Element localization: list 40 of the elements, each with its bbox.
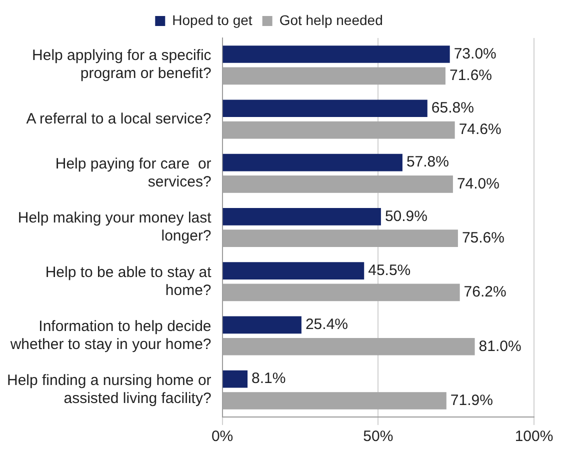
data-label: 73.0% xyxy=(454,45,496,62)
bar xyxy=(222,230,458,247)
bar xyxy=(222,100,428,118)
bar xyxy=(222,370,248,388)
y-tick-label: Help paying for care or services? xyxy=(55,156,212,190)
y-tick-label: Help to be able to stay at home? xyxy=(45,264,212,299)
data-label: 45.5% xyxy=(368,262,411,279)
bar xyxy=(222,121,455,139)
bar xyxy=(222,338,475,356)
bar xyxy=(222,262,364,280)
data-label: 76.2% xyxy=(464,284,506,301)
bar xyxy=(222,154,402,172)
x-tick-label: 0% xyxy=(211,428,234,446)
bar xyxy=(222,208,381,226)
data-label: 57.8% xyxy=(406,154,450,171)
bar xyxy=(222,392,446,410)
data-label: 50.9% xyxy=(384,208,428,225)
bar xyxy=(222,284,460,302)
legend-label: Got help needed xyxy=(279,12,383,28)
bar xyxy=(222,46,450,63)
bar xyxy=(222,176,453,193)
y-tick-label: Help making your money last longer? xyxy=(18,210,212,245)
y-tick-label: Information to help decide whether to stay in your home? xyxy=(9,318,212,353)
x-tick-label: 50% xyxy=(363,428,394,446)
y-tick-label: Help finding a nursing home or assisted living facility? xyxy=(6,372,212,408)
data-label: 81.0% xyxy=(478,338,522,355)
data-label: 74.6% xyxy=(458,121,502,138)
data-label: 65.8% xyxy=(431,100,474,117)
data-label: 71.9% xyxy=(450,392,493,409)
x-tick-label: 100% xyxy=(514,428,554,446)
data-label: 74.0% xyxy=(456,175,500,192)
data-label: 8.1% xyxy=(252,370,286,388)
y-tick-label: Help applying for a specific program or benefit? xyxy=(32,47,212,82)
data-label: 25.4% xyxy=(305,316,348,334)
bar xyxy=(222,316,302,334)
data-label: 75.6% xyxy=(462,229,504,246)
data-label: 71.6% xyxy=(449,67,492,84)
bar xyxy=(222,67,446,85)
legend-label: Hoped to get xyxy=(172,12,252,28)
y-tick-label: A referral to a local service? xyxy=(26,110,212,128)
